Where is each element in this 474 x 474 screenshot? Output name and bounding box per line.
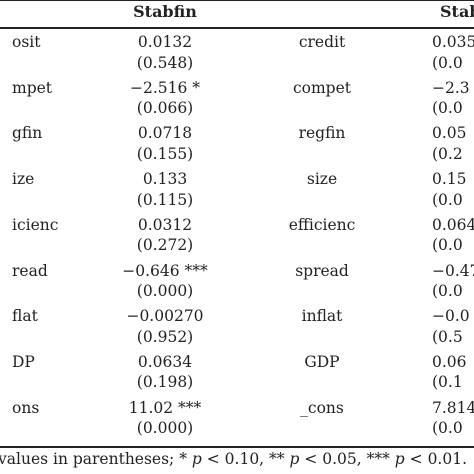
right-variable: _cons xyxy=(300,398,344,417)
header-stab: Stab xyxy=(440,2,474,21)
right-p-value: (0.1 xyxy=(432,373,463,392)
left-p-value: (0.272) xyxy=(136,236,194,255)
right-p-value: (0.5 xyxy=(432,327,463,346)
left-coefficient: 0.0718 xyxy=(137,124,193,143)
left-coefficient: 0.0312 xyxy=(137,215,193,234)
right-variable: size xyxy=(306,170,338,189)
right-p-value: (0.0 xyxy=(432,53,463,72)
right-variable: credit xyxy=(298,33,346,51)
left-variable: flat xyxy=(12,307,38,326)
right-variable: GDP xyxy=(304,352,340,371)
left-variable: gfin xyxy=(12,124,43,143)
left-variable: mpet xyxy=(12,78,53,97)
right-coefficient: 7.814 xyxy=(432,398,474,417)
left-coefficient: 0.0634 xyxy=(137,352,193,371)
left-coefficient: −2.516 * xyxy=(129,78,201,97)
left-p-value: (0.155) xyxy=(136,144,194,163)
left-p-value: (0.000) xyxy=(136,419,194,438)
left-variable: ize xyxy=(12,170,35,189)
left-variable: osit xyxy=(12,33,41,51)
right-coefficient: −0.47 xyxy=(432,261,474,280)
right-coefficient: 0.05 xyxy=(432,124,467,143)
right-variable: regfin xyxy=(298,124,346,143)
right-variable: inflat xyxy=(301,307,343,326)
right-coefficient: −0.0 xyxy=(432,307,470,326)
header-stabfin: Stabfin xyxy=(133,2,197,21)
right-coefficient: −2.3 xyxy=(432,78,470,97)
footnote-text: values in parentheses; * p < 0.10, ** p … xyxy=(0,450,468,468)
left-coefficient: 0.0132 xyxy=(137,33,193,51)
left-p-value: (0.198) xyxy=(136,373,194,392)
right-p-value: (0.0 xyxy=(432,419,463,438)
right-p-value: (0.0 xyxy=(432,99,463,118)
left-p-value: (0.115) xyxy=(136,190,194,209)
top-rule xyxy=(0,0,474,1)
left-coefficient: 11.02 *** xyxy=(128,398,202,417)
header-rule xyxy=(0,27,474,29)
left-coefficient: 0.133 xyxy=(142,170,188,189)
right-p-value: (0.2 xyxy=(432,144,463,163)
left-coefficient: −0.646 *** xyxy=(122,261,208,280)
bottom-rule xyxy=(0,446,474,448)
left-p-value: (0.066) xyxy=(136,99,194,118)
right-variable: spread xyxy=(295,261,349,280)
right-variable: compet xyxy=(292,78,352,97)
right-coefficient: 0.15 xyxy=(432,170,467,189)
right-p-value: (0.0 xyxy=(432,282,463,300)
left-p-value: (0.952) xyxy=(136,327,194,346)
left-variable: DP xyxy=(12,352,35,371)
table-footnote: values in parentheses; * p < 0.10, ** p … xyxy=(0,450,467,468)
left-p-value: (0.000) xyxy=(136,282,194,300)
left-variable: read xyxy=(12,261,48,280)
left-variable: ons xyxy=(12,398,40,417)
right-p-value: (0.0 xyxy=(432,236,463,255)
right-coefficient: 0.0353 xyxy=(432,33,474,51)
right-coefficient: 0.064 xyxy=(432,215,474,234)
left-p-value: (0.548) xyxy=(136,53,194,72)
right-p-value: (0.0 xyxy=(432,190,463,209)
left-variable: icienc xyxy=(12,215,59,234)
left-coefficient: −0.00270 xyxy=(126,307,204,326)
right-variable: efficienc xyxy=(288,215,356,234)
right-coefficient: 0.06 xyxy=(432,352,467,371)
